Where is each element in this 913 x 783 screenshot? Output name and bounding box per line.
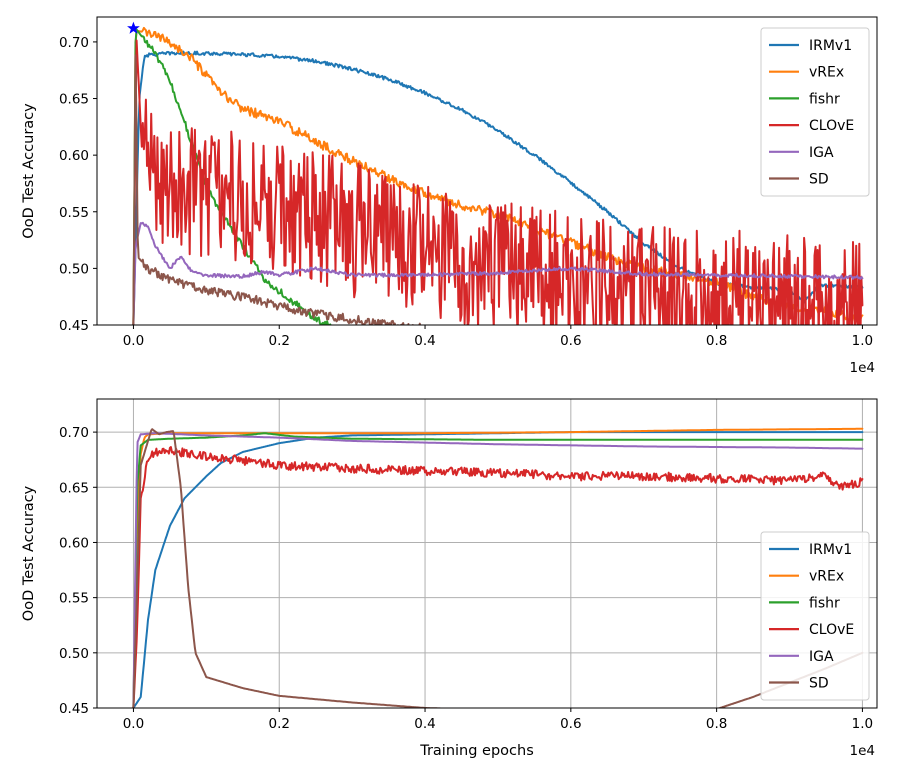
y-tick-label: 0.45 xyxy=(59,318,89,334)
y-axis-label: OoD Test Accuracy xyxy=(21,485,37,621)
legend-label-irmv1: IRMv1 xyxy=(809,542,852,558)
y-tick-label: 0.55 xyxy=(59,591,89,607)
legend-box xyxy=(760,27,870,197)
legend-label-fishr: fishr xyxy=(809,595,840,611)
x-tick-label: 1.0 xyxy=(852,716,873,732)
x-axis-offset-text: 1e4 xyxy=(850,360,875,376)
chart-panel-2: 0.0 0.2 0.4 0.6 0.8 1.0 0.45 0.50 0.55 0.60 0.65 0.… xyxy=(21,398,878,759)
x-tick-label: 0.4 xyxy=(414,716,435,732)
legend-label-vrex: vREx xyxy=(809,569,844,585)
series-line-iga xyxy=(132,432,864,708)
plot-frame xyxy=(96,16,878,326)
series-line-fishr xyxy=(132,28,332,325)
x-axis-offset-text: 1e4 xyxy=(850,743,875,759)
y-tick-label: 0.65 xyxy=(59,92,89,108)
x-tick-label: 0.0 xyxy=(123,333,144,349)
legend-label-irmv1: IRMv1 xyxy=(809,38,852,54)
series-group xyxy=(132,427,864,708)
x-tick-label: 0.8 xyxy=(706,716,727,732)
y-tick-label: 0.65 xyxy=(59,480,89,496)
legend-label-fishr: fishr xyxy=(809,91,840,107)
series-group xyxy=(132,26,864,325)
x-tick-label: 1.0 xyxy=(852,333,873,349)
best-point-star-marker xyxy=(127,21,140,34)
y-tick-label: 0.50 xyxy=(59,646,89,662)
legend-label-sd: SD xyxy=(809,676,829,692)
legend-label-iga: IGA xyxy=(809,145,834,161)
legend-label-clove: CLOvE xyxy=(809,118,854,134)
x-axis-label: Training epochs xyxy=(419,743,534,759)
y-tick-label: 0.70 xyxy=(59,35,89,51)
series-line-iga xyxy=(132,221,864,325)
legend-label-sd: SD xyxy=(809,172,829,188)
series-line-irmv1 xyxy=(132,431,864,708)
series-line-sd xyxy=(132,428,864,708)
legend: IRMv1 vREx fishr CLOvE IGA SD xyxy=(760,531,870,701)
y-tick-label: 0.70 xyxy=(59,425,89,441)
legend-label-iga: IGA xyxy=(809,649,834,665)
legend-label-vrex: vREx xyxy=(809,65,844,81)
legend-label-clove: CLOvE xyxy=(809,622,854,638)
y-tick-label: 0.45 xyxy=(59,701,89,717)
legend-box xyxy=(760,531,870,701)
x-tick-label: 0.4 xyxy=(414,333,435,349)
x-tick-label: 0.2 xyxy=(269,716,290,732)
series-line-vrex xyxy=(132,427,864,708)
x-tick-label: 0.2 xyxy=(269,333,290,349)
y-axis-label: OoD Test Accuracy xyxy=(21,103,37,239)
x-tick-label: 0.8 xyxy=(706,333,727,349)
chart-panel-1: 0.0 0.2 0.4 0.6 0.8 1.0 0.45 0.50 0.55 0.60 0.65 0.… xyxy=(21,16,878,376)
series-line-clove xyxy=(132,446,864,708)
legend: IRMv1 vREx fishr CLOvE IGA SD xyxy=(760,27,870,197)
series-line-clove xyxy=(132,39,864,325)
y-tick-label: 0.60 xyxy=(59,148,89,164)
series-line-sd xyxy=(132,54,421,325)
y-tick-label: 0.55 xyxy=(59,205,89,221)
plot-frame xyxy=(96,398,878,709)
y-tick-label: 0.60 xyxy=(59,535,89,551)
y-tick-label: 0.50 xyxy=(59,261,89,277)
x-tick-label: 0.6 xyxy=(560,333,581,349)
series-line-fishr xyxy=(132,432,864,708)
x-tick-label: 0.6 xyxy=(560,716,581,732)
x-tick-label: 0.0 xyxy=(123,716,144,732)
